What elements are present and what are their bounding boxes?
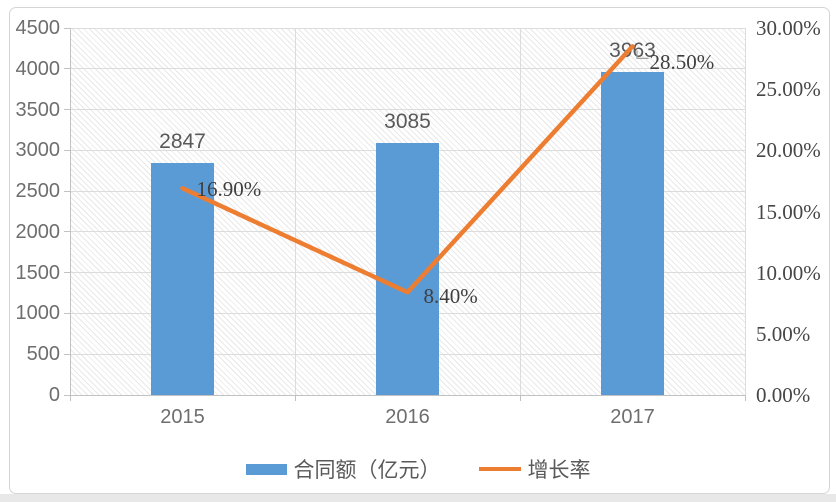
line-value-label-2017: 28.50% — [649, 50, 715, 75]
left-axis-tick-label-3000: 3000 — [15, 139, 61, 162]
left-axis-tick-500 — [64, 353, 70, 355]
left-axis-tick-label-0: 0 — [48, 384, 60, 406]
legend-bar-swatch — [245, 463, 287, 475]
v-gridline-1 — [295, 28, 296, 395]
x-axis-tick-1 — [295, 395, 296, 401]
left-axis-tick-1500 — [64, 272, 70, 274]
bar-2017 — [601, 71, 664, 395]
x-axis-label-2017: 2017 — [610, 406, 655, 428]
legend-line-swatch — [478, 467, 521, 471]
left-axis-tick-label-2500: 2500 — [15, 180, 61, 203]
h-gridline-4500 — [70, 27, 745, 29]
left-axis-tick-4500 — [64, 27, 70, 29]
left-axis-tick-label-4000: 4000 — [15, 57, 61, 80]
right-axis-tick-label-15.00%: 15.00% — [756, 199, 821, 224]
v-gridline-2 — [520, 28, 521, 395]
left-axis-tick-label-1500: 1500 — [15, 261, 61, 284]
y-axis-line — [70, 28, 71, 395]
right-axis-tick-label-20.00%: 20.00% — [756, 138, 821, 163]
left-axis-tick-label-4500: 4500 — [15, 17, 61, 39]
left-axis-tick-3000 — [64, 149, 70, 151]
left-axis-tick-label-500: 500 — [26, 343, 60, 366]
left-axis-tick-2000 — [64, 231, 70, 233]
right-axis-tick-label-30.00%: 30.00% — [756, 16, 821, 40]
right-axis-tick-label-0.00%: 0.00% — [756, 383, 811, 407]
legend-entry-growth-rate: 增长率 — [478, 454, 591, 484]
bar-2016 — [376, 143, 439, 395]
line-value-label-2016: 8.40% — [423, 284, 478, 309]
x-axis-label-2015: 2015 — [160, 406, 205, 428]
line-value-label-2015: 16.90% — [196, 177, 262, 202]
x-axis-tick-2 — [520, 395, 521, 401]
x-axis-tick-3 — [745, 395, 746, 401]
right-axis-tick-label-10.00%: 10.00% — [756, 260, 821, 285]
x-axis-tick-0 — [70, 395, 71, 401]
left-axis-tick-0 — [64, 394, 70, 396]
left-axis-tick-1000 — [64, 312, 70, 314]
legend-entry-contract-amount: 合同额（亿元） — [245, 454, 441, 484]
x-axis-label-2016: 2016 — [385, 406, 430, 428]
left-axis-tick-4000 — [64, 68, 70, 70]
left-axis-tick-label-2000: 2000 — [15, 220, 61, 243]
bar-value-label-2016: 3085 — [384, 110, 431, 134]
left-axis-tick-3500 — [64, 109, 70, 111]
chart-frame-border — [9, 7, 830, 494]
plot-right-edge — [745, 28, 746, 395]
bar-value-label-2015: 2847 — [159, 129, 206, 153]
page-bottom-strip — [0, 494, 836, 502]
left-axis-tick-label-1000: 1000 — [15, 302, 61, 325]
legend-bar-label: 合同额（亿元） — [293, 459, 441, 482]
legend-line-label: 增长率 — [527, 459, 591, 482]
legend: 合同额（亿元） 增长率 — [0, 454, 836, 484]
h-gridline-4000 — [70, 68, 745, 70]
right-axis-tick-label-25.00%: 25.00% — [756, 77, 821, 102]
left-axis-tick-2500 — [64, 190, 70, 192]
h-gridline-0 — [64, 394, 745, 396]
left-axis-tick-label-3500: 3500 — [15, 98, 61, 121]
right-axis-tick-label-5.00%: 5.00% — [756, 321, 811, 346]
